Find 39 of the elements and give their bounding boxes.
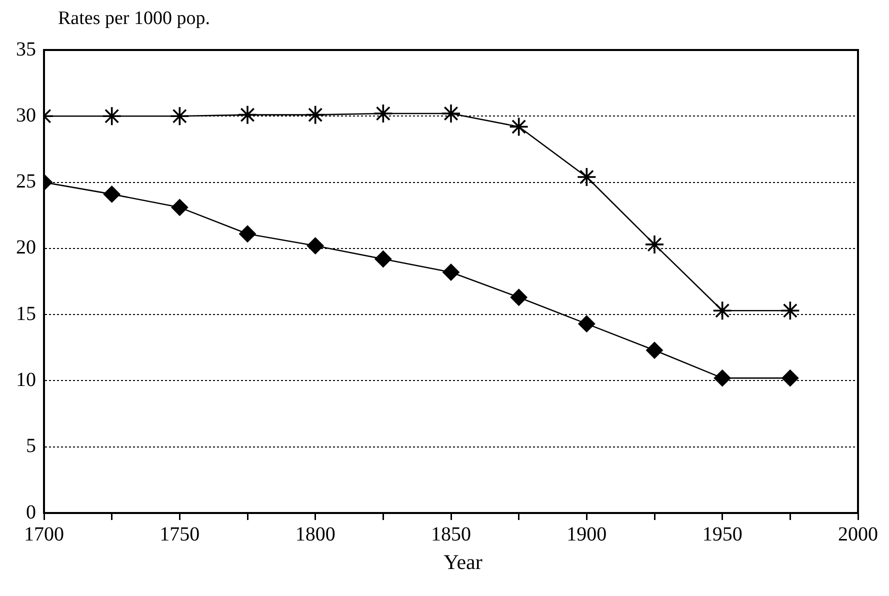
point	[306, 237, 324, 254]
point	[712, 300, 732, 321]
y-axis-title: Rates per 1000 pop.	[58, 8, 211, 30]
point	[646, 342, 663, 359]
y-tick-label: 15	[16, 302, 36, 325]
x-axis-title: Year	[442, 550, 484, 575]
x-tick-label: 2000	[838, 523, 878, 546]
point	[373, 104, 394, 124]
y-tick-label: 25	[16, 170, 36, 193]
x-tick-label: 1700	[24, 523, 64, 546]
y-tick-label: 0	[26, 501, 36, 524]
point	[644, 234, 664, 254]
point	[782, 370, 799, 387]
point	[171, 198, 188, 216]
point	[103, 186, 120, 203]
y-tick-label: 30	[16, 104, 36, 126]
x-tick-label: 1900	[566, 523, 607, 546]
x-tick-label: 1800	[295, 523, 336, 546]
point	[576, 167, 597, 187]
y-tick-label: 5	[26, 435, 36, 458]
x-tick-label: 1850	[431, 523, 471, 546]
point	[239, 225, 256, 242]
point	[578, 315, 596, 332]
point	[374, 250, 392, 268]
point	[238, 104, 258, 125]
point	[441, 104, 461, 124]
x-tick-label: 1950	[702, 523, 742, 546]
y-tick-label: 10	[16, 368, 36, 391]
point	[442, 264, 460, 281]
y-tick-label: 35	[16, 38, 36, 60]
point	[714, 370, 731, 387]
x-tick-label: 1750	[160, 523, 200, 546]
point	[508, 116, 529, 137]
point	[305, 104, 326, 125]
point	[102, 106, 122, 126]
y-tick-label: 20	[16, 236, 36, 259]
point	[170, 106, 190, 126]
point	[780, 300, 800, 321]
point	[510, 288, 528, 306]
